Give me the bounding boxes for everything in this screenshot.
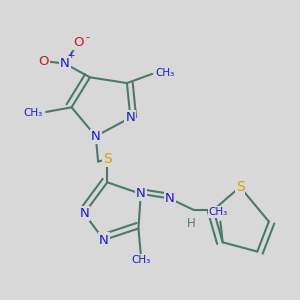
- Text: N: N: [165, 192, 175, 205]
- Text: S: S: [236, 180, 244, 194]
- Text: CH₃: CH₃: [23, 108, 43, 118]
- Text: N: N: [125, 111, 135, 124]
- Text: O: O: [73, 36, 84, 49]
- Text: N: N: [60, 57, 70, 70]
- Text: N: N: [99, 233, 109, 247]
- Text: S: S: [103, 152, 112, 166]
- Text: -: -: [86, 32, 90, 42]
- Text: N: N: [80, 207, 89, 220]
- Text: +: +: [67, 51, 74, 60]
- Text: CH₃: CH₃: [131, 255, 150, 265]
- Text: N: N: [91, 130, 100, 143]
- Text: CH₃: CH₃: [156, 68, 175, 78]
- Text: N: N: [136, 187, 146, 200]
- Text: O: O: [39, 55, 49, 68]
- Text: H: H: [187, 217, 196, 230]
- Text: CH₃: CH₃: [208, 207, 228, 217]
